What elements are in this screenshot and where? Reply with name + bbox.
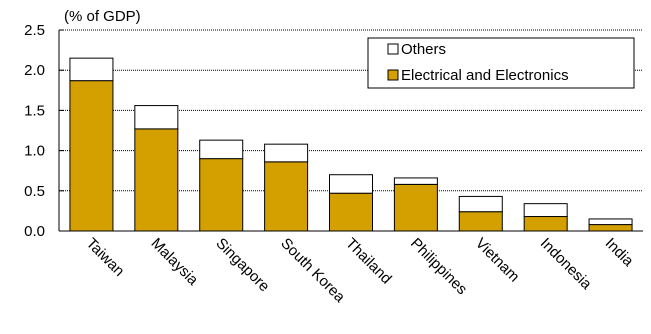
x-tick-label: South Korea [277, 235, 348, 306]
bar-electrical-5 [393, 183, 438, 232]
bar-electrical-4 [329, 192, 373, 232]
x-tick-label: India [602, 235, 637, 270]
y-tick-label: 2.0 [24, 62, 45, 79]
bar-electrical-7 [523, 216, 568, 232]
x-tick-label: Indonesia [537, 235, 595, 293]
bar-others-1 [134, 105, 179, 130]
y-axis-ticks: 0.0 0.5 1.0 1.5 2.0 2.5 [24, 22, 64, 240]
legend-label-others: Others [401, 41, 446, 58]
y-unit-label: (% of GDP) [64, 8, 141, 25]
bar-electrical-2 [199, 158, 244, 232]
y-tick-label: 1.0 [24, 143, 45, 160]
bar-others-5 [393, 177, 438, 185]
x-tick-label: Philippines [407, 235, 470, 298]
bar-others-2 [199, 139, 244, 160]
bar-electrical-3 [264, 161, 309, 232]
bar-electrical-8 [588, 224, 633, 232]
y-tick-label: 0.5 [24, 183, 45, 200]
bars [69, 57, 633, 232]
legend-swatch-electrical [387, 69, 399, 81]
legend-box [367, 37, 635, 89]
bar-others-0 [69, 57, 114, 82]
legend: Others Electrical and Electronics [367, 37, 635, 89]
bar-others-6 [458, 195, 503, 213]
legend-swatch-others [387, 43, 399, 55]
x-tick-label: Vietnam [472, 235, 523, 286]
bar-others-7 [523, 203, 568, 218]
x-tick-label: Malaysia [148, 235, 202, 289]
bar-electrical-6 [458, 211, 503, 232]
bar-electrical-0 [69, 80, 114, 232]
x-tick-label: Singapore [212, 235, 272, 295]
y-tick-label: 1.5 [24, 102, 45, 119]
y-tick-label: 2.5 [24, 22, 45, 39]
x-tick-label: Thailand [342, 235, 395, 288]
y-tick-label: 0.0 [24, 223, 45, 240]
bar-others-8 [588, 218, 633, 226]
bar-others-3 [264, 143, 309, 163]
x-tick-label: Taiwan [83, 235, 128, 280]
legend-label-electrical: Electrical and Electronics [401, 67, 569, 84]
bar-others-4 [329, 174, 373, 194]
bar-electrical-1 [134, 128, 179, 232]
x-axis-labels: Taiwan Malaysia Singapore South KoreaThaila… [83, 235, 638, 306]
